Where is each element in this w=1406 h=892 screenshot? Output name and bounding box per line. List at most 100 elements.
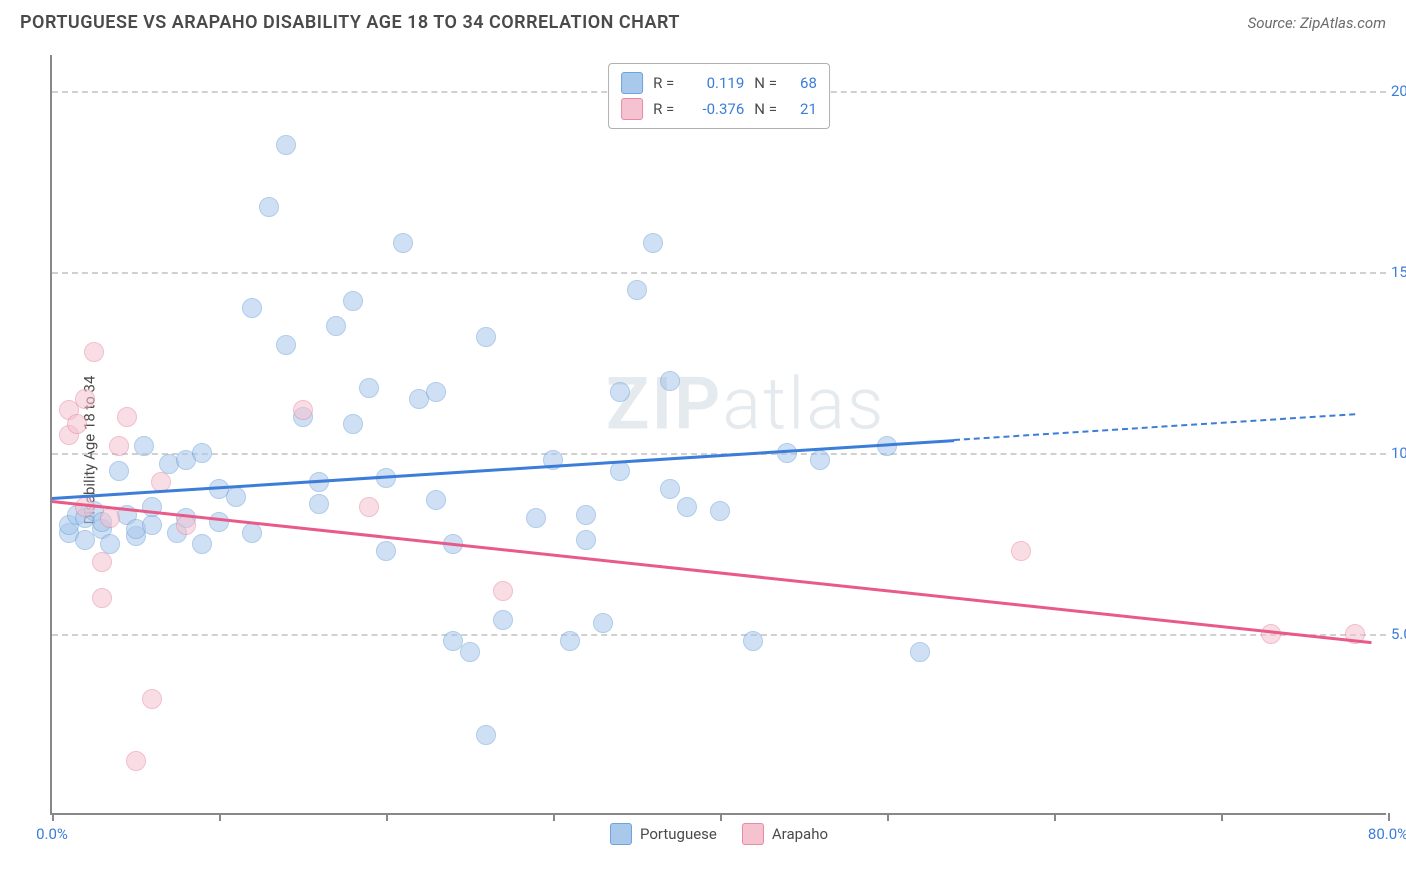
data-point-arapaho [67,414,87,434]
data-point-arapaho [493,581,513,601]
data-point-portuguese [142,515,162,535]
data-point-arapaho [1011,541,1031,561]
data-point-portuguese [660,371,680,391]
source-label: Source: ZipAtlas.com [1248,14,1386,32]
n-value-arapaho: 21 [787,100,817,118]
n-value-portuguese: 68 [787,74,817,92]
data-point-portuguese [109,461,129,481]
data-point-portuguese [576,505,596,525]
n-label: N = [754,100,777,118]
data-point-portuguese [259,197,279,217]
x-tick [553,813,555,821]
x-tick [1388,813,1390,821]
data-point-arapaho [126,751,146,771]
trend-line [954,413,1355,441]
data-point-portuguese [643,233,663,253]
data-point-portuguese [100,534,120,554]
legend-swatch-portuguese [621,72,643,94]
x-tick [52,813,54,821]
data-point-arapaho [293,400,313,420]
data-point-portuguese [276,335,296,355]
data-point-portuguese [242,298,262,318]
r-value-arapaho: -0.376 [684,100,744,118]
data-point-portuguese [476,725,496,745]
data-point-arapaho [109,436,129,456]
r-label: R = [653,100,674,118]
y-tick-label: 10.0% [1391,444,1406,462]
x-tick [887,813,889,821]
chart-container: Disability Age 18 to 34 ZIPatlas R = 0.1… [50,55,1386,845]
data-point-portuguese [426,382,446,402]
data-point-portuguese [376,541,396,561]
data-point-portuguese [560,631,580,651]
x-tick [720,813,722,821]
y-tick-label: 20.0% [1391,82,1406,100]
data-point-portuguese [343,291,363,311]
data-point-portuguese [209,512,229,532]
data-point-portuguese [192,534,212,554]
trend-line [52,500,1372,644]
data-point-portuguese [326,316,346,336]
data-point-portuguese [192,443,212,463]
n-label: N = [754,74,777,92]
data-point-portuguese [910,642,930,662]
correlation-legend: R = 0.119 N = 68 R = -0.376 N = 21 [608,63,830,129]
data-point-portuguese [710,501,730,521]
data-point-arapaho [142,689,162,709]
data-point-arapaho [176,515,196,535]
data-point-portuguese [359,378,379,398]
data-point-arapaho [92,552,112,572]
data-point-portuguese [493,610,513,630]
data-point-portuguese [309,494,329,514]
gridline [52,272,1386,274]
data-point-portuguese [610,461,630,481]
data-point-portuguese [610,382,630,402]
data-point-portuguese [426,490,446,510]
legend-swatch-arapaho [742,823,764,845]
data-point-arapaho [92,588,112,608]
data-point-arapaho [75,389,95,409]
plot-area: ZIPatlas R = 0.119 N = 68 R = -0.376 N =… [50,55,1386,815]
series-legend: Portuguese Arapaho [610,823,828,845]
legend-swatch-portuguese [610,823,632,845]
legend-label-arapaho: Arapaho [772,825,828,843]
chart-title: PORTUGUESE VS ARAPAHO DISABILITY AGE 18 … [20,12,680,33]
data-point-portuguese [810,450,830,470]
x-tick [219,813,221,821]
y-tick-label: 5.0% [1391,625,1406,643]
r-value-portuguese: 0.119 [684,74,744,92]
watermark: ZIPatlas [606,361,886,446]
data-point-arapaho [84,342,104,362]
data-point-portuguese [460,642,480,662]
data-point-portuguese [343,414,363,434]
legend-label-portuguese: Portuguese [640,825,717,843]
y-tick-label: 15.0% [1391,263,1406,281]
legend-item-arapaho: Arapaho [742,823,828,845]
data-point-portuguese [627,280,647,300]
x-tick [1221,813,1223,821]
x-tick-label: 80.0% [1368,825,1406,843]
data-point-portuguese [526,508,546,528]
r-label: R = [653,74,674,92]
data-point-arapaho [117,407,137,427]
data-point-portuguese [677,497,697,517]
data-point-portuguese [743,631,763,651]
legend-item-portuguese: Portuguese [610,823,717,845]
data-point-portuguese [476,327,496,347]
x-tick [386,813,388,821]
data-point-portuguese [576,530,596,550]
legend-swatch-arapaho [621,98,643,120]
data-point-portuguese [393,233,413,253]
x-tick-label: 0.0% [36,825,68,843]
legend-row-arapaho: R = -0.376 N = 21 [621,96,817,122]
gridline [52,634,1386,636]
data-point-arapaho [359,497,379,517]
data-point-portuguese [242,523,262,543]
data-point-portuguese [276,135,296,155]
data-point-portuguese [226,487,246,507]
data-point-portuguese [660,479,680,499]
data-point-portuguese [134,436,154,456]
data-point-arapaho [100,508,120,528]
chart-header: PORTUGUESE VS ARAPAHO DISABILITY AGE 18 … [0,0,1406,41]
data-point-portuguese [593,613,613,633]
